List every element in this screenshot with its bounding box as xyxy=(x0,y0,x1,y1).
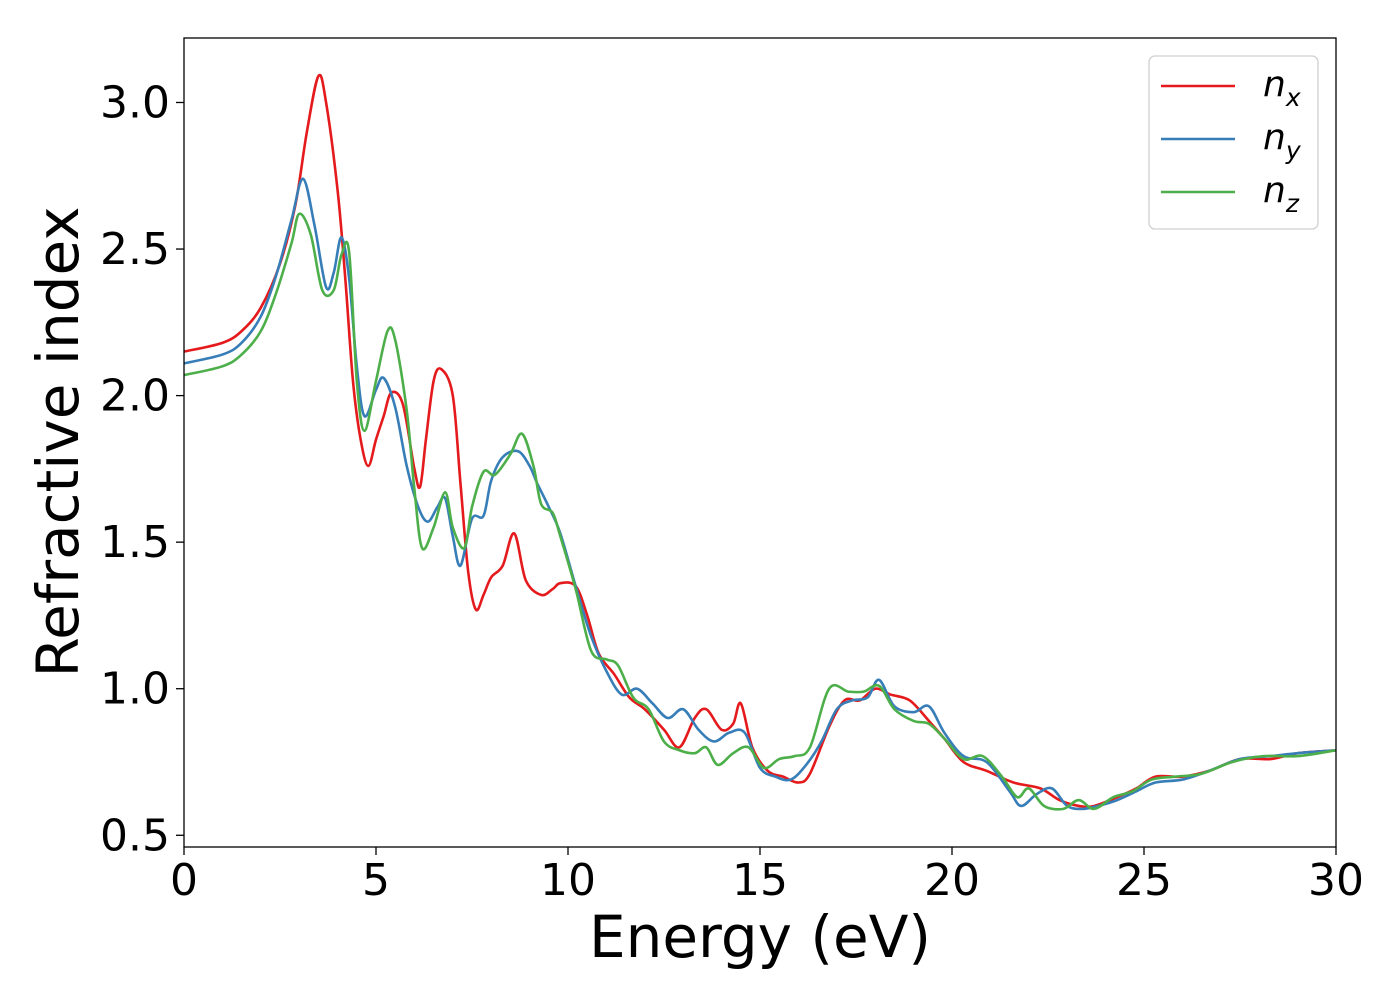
x-tick-label: 25 xyxy=(1116,855,1172,906)
y-tick-label: 2.5 xyxy=(100,224,170,275)
y-tick-label: 0.5 xyxy=(100,810,170,861)
y-tick-label: 1.5 xyxy=(100,517,170,568)
y-tick-label: 3.0 xyxy=(100,77,170,128)
x-axis-title: Energy (eV) xyxy=(589,903,931,971)
y-tick-label: 2.0 xyxy=(100,371,170,422)
x-tick-label: 5 xyxy=(362,855,390,906)
legend: nx ny nz xyxy=(1148,55,1319,230)
legend-label-x: nx xyxy=(1263,64,1301,112)
x-tick-label: 0 xyxy=(170,855,198,906)
legend-label-z: nz xyxy=(1263,170,1300,218)
x-tick-label: 20 xyxy=(924,855,980,906)
series-line-x xyxy=(184,73,1336,809)
x-tick-label: 10 xyxy=(540,855,596,906)
legend-box xyxy=(1148,55,1319,230)
x-tick-label: 15 xyxy=(732,855,788,906)
series-line-y xyxy=(184,177,1336,811)
series-line-z xyxy=(184,212,1336,811)
legend-label-y: ny xyxy=(1263,117,1302,165)
x-tick-label: 30 xyxy=(1308,855,1364,906)
y-tick-label: 1.0 xyxy=(100,664,170,715)
y-axis-title: Refractive index xyxy=(24,206,92,677)
